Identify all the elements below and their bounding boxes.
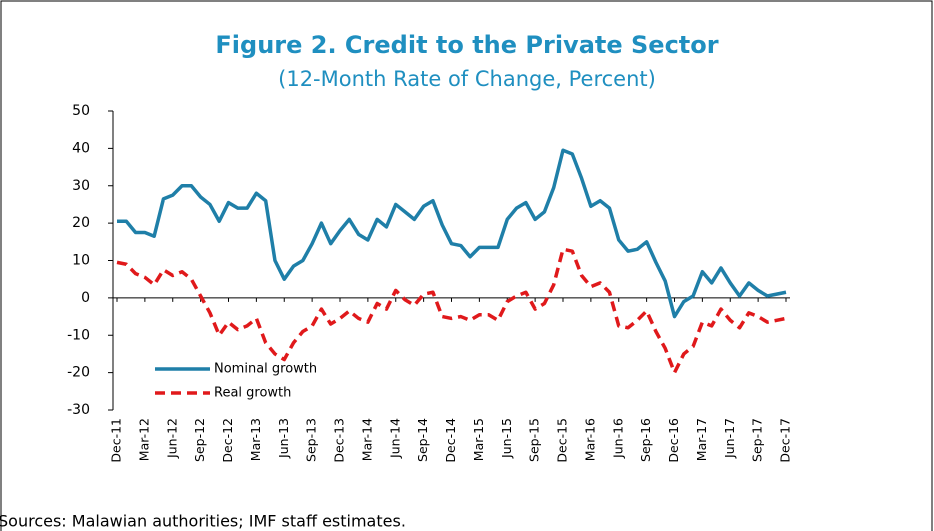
data-line	[116, 247, 787, 375]
y-tick-label: 50	[72, 103, 90, 119]
legend-label: Real growth	[214, 386, 291, 401]
x-tick-label: Sep-12	[192, 418, 207, 462]
x-tick-label: Jun-14	[387, 418, 402, 459]
x-tick-label: Dec-15	[555, 418, 570, 463]
x-tick-label: Dec-11	[109, 418, 124, 463]
x-tick-label: Dec-16	[666, 418, 681, 463]
x-tick-label: Mar-14	[359, 418, 374, 461]
x-tick-label: Sep-16	[638, 418, 653, 462]
x-tick-label: Dec-13	[332, 418, 347, 463]
x-tick-label: Mar-15	[471, 418, 486, 461]
chart-subtitle: (12-Month Rate of Change, Percent)	[278, 67, 656, 91]
x-tick-label: Sep-17	[750, 418, 765, 462]
x-tick-label: Mar-12	[136, 418, 151, 461]
x-tick-label: Mar-16	[582, 418, 597, 461]
x-tick-label: Dec-17	[778, 418, 793, 463]
x-tick-label: Mar-13	[248, 418, 263, 461]
x-tick-label: Sep-14	[415, 418, 430, 462]
y-tick-label: -30	[67, 402, 90, 418]
x-tick-label: Mar-17	[694, 418, 709, 461]
x-tick-label: Jun-13	[276, 418, 291, 459]
x-tick-label: Jun-16	[610, 418, 625, 459]
legend-label: Nominal growth	[214, 362, 317, 377]
x-tick-label: Sep-13	[304, 418, 319, 462]
y-tick-label: 20	[72, 215, 90, 231]
x-tick-label: Jun-12	[164, 418, 179, 459]
source-note: Sources: Malawian authorities; IMF staff…	[0, 512, 406, 531]
y-tick-label: -20	[67, 365, 90, 381]
x-tick-label: Dec-12	[220, 418, 235, 463]
y-tick-label: 10	[72, 253, 90, 269]
x-tick-label: Jun-15	[499, 418, 514, 459]
x-tick-label: Jun-17	[722, 418, 737, 459]
y-tick-label: 30	[72, 178, 90, 194]
data-line	[117, 148, 787, 319]
chart-title: Figure 2. Credit to the Private Sector	[215, 31, 718, 59]
y-tick-label: 40	[72, 140, 90, 156]
x-tick-label: Dec-14	[443, 418, 458, 463]
y-tick-label: -10	[67, 327, 90, 343]
x-tick-label: Sep-15	[527, 418, 542, 462]
y-tick-label: 0	[81, 290, 90, 306]
